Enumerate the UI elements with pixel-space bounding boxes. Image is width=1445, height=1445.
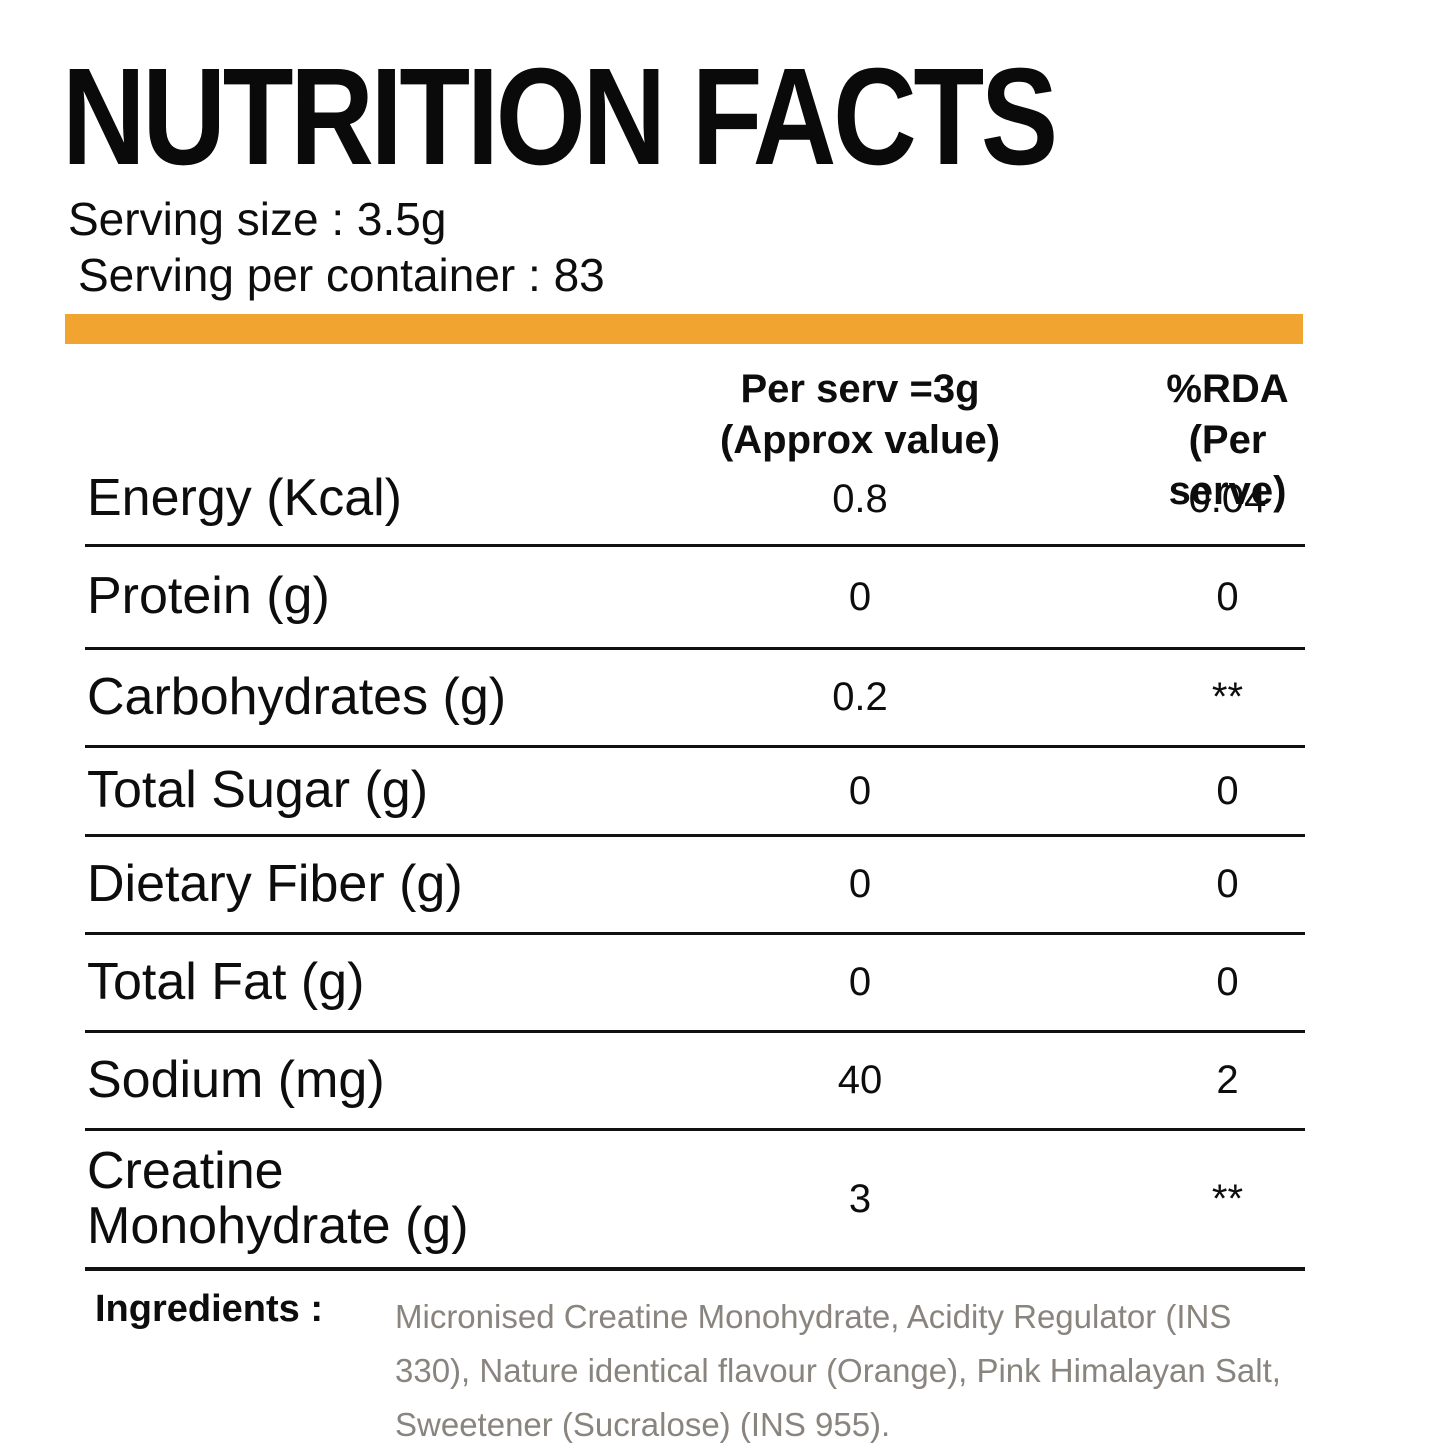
row-label: Total Fat (g) <box>87 952 365 1011</box>
table-row-total-fat: Total Fat (g) 0 0 <box>85 935 1305 1033</box>
table-row-energy: Energy (Kcal) 0.8 0.04 <box>85 454 1305 547</box>
row-label: Total Sugar (g) <box>87 761 429 820</box>
row-rda-value: ** <box>1211 675 1244 719</box>
row-label: Sodium (mg) <box>87 1050 385 1109</box>
table-header-row: Per serv =3g (Approx value) %RDA (Per se… <box>85 358 1305 513</box>
row-per-serv-value: 40 <box>837 1058 883 1102</box>
row-rda-value: ** <box>1211 1176 1244 1221</box>
table-row-carbohydrates: Carbohydrates (g) 0.2 ** <box>85 650 1305 748</box>
ingredients-section: Ingredients : Micronised Creatine Monohy… <box>95 1288 1385 1445</box>
row-rda-value: 2 <box>1216 1058 1239 1102</box>
row-per-serv-value: 0.2 <box>832 675 888 719</box>
row-label: Energy (Kcal) <box>87 469 402 528</box>
row-per-serv-value: 3 <box>848 1176 872 1221</box>
row-per-serv-value: 0 <box>848 768 872 813</box>
row-rda-value: 0 <box>1216 574 1239 619</box>
serving-size-text: Serving size : 3.5g <box>68 193 447 245</box>
row-rda-value: 0.04 <box>1188 476 1267 521</box>
row-per-serv-value: 0 <box>848 574 872 619</box>
ingredients-text: Micronised Creatine Monohydrate, Acidity… <box>395 1298 1281 1444</box>
row-label: Creatine Monohydrate (g) <box>87 1141 469 1255</box>
row-rda-value: 0 <box>1216 862 1239 906</box>
accent-bar <box>65 314 1303 344</box>
row-label: Dietary Fiber (g) <box>87 854 463 913</box>
row-rda-value: 0 <box>1216 768 1239 813</box>
table-row-creatine-monohydrate: Creatine Monohydrate (g) 3 ** <box>85 1131 1305 1271</box>
ingredients-label: Ingredients : <box>95 1288 324 1330</box>
column-header-rda: %RDA (Per serve) <box>1166 367 1289 513</box>
row-rda-value: 0 <box>1216 960 1239 1004</box>
nutrition-table: Per serv =3g (Approx value) %RDA (Per se… <box>85 358 1305 1271</box>
table-row-dietary-fiber: Dietary Fiber (g) 0 0 <box>85 837 1305 935</box>
row-per-serv-value: 0.8 <box>832 476 888 521</box>
table-row-sodium: Sodium (mg) 40 2 <box>85 1033 1305 1131</box>
row-label: Carbohydrates (g) <box>87 667 507 726</box>
table-row-total-sugar: Total Sugar (g) 0 0 <box>85 748 1305 837</box>
page-title: NUTRITION FACTS <box>62 40 1058 194</box>
row-per-serv-value: 0 <box>848 862 872 906</box>
serving-per-container-text: Serving per container : 83 <box>78 249 605 301</box>
table-row-protein: Protein (g) 0 0 <box>85 547 1305 650</box>
column-header-per-serv: Per serv =3g (Approx value) <box>719 367 1001 462</box>
row-per-serv-value: 0 <box>848 960 872 1004</box>
row-label: Protein (g) <box>87 567 330 626</box>
